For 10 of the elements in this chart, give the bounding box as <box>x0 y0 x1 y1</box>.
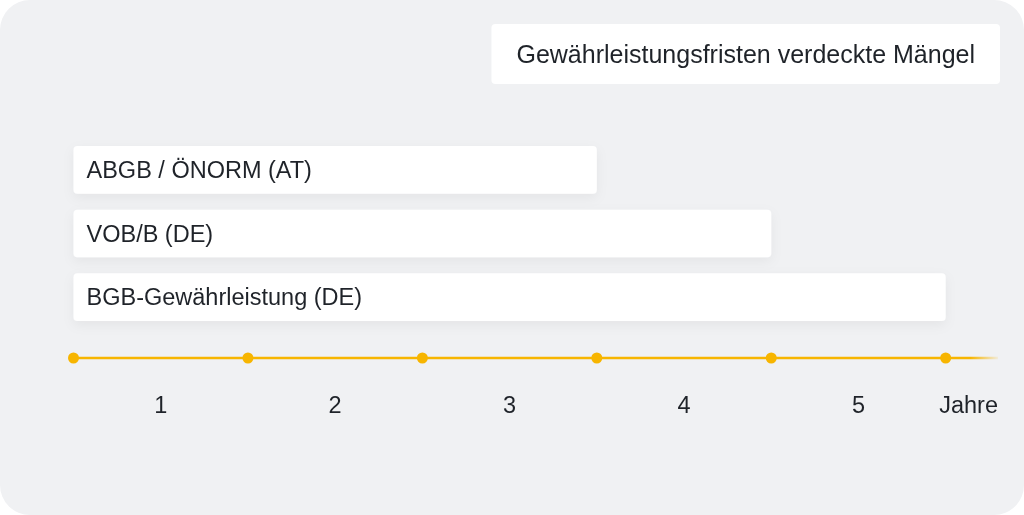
x-tick-label: 1 <box>154 392 168 418</box>
chart-title: Gewährleistungsfristen verdeckte Mängel <box>516 40 975 68</box>
x-axis-title: Jahre <box>939 392 998 418</box>
y-tick-label: ABGB / ÖNORM (AT) <box>86 156 312 183</box>
y-tick-label: VOB/B (DE) <box>86 220 214 247</box>
y-tick-label: BGB-Gewährleistung (DE) <box>86 284 363 311</box>
x-tick-label: 2 <box>328 392 342 418</box>
x-tick-label: 3 <box>503 392 517 418</box>
x-tick-label: 5 <box>851 392 865 418</box>
x-tick-label: 4 <box>677 392 691 418</box>
